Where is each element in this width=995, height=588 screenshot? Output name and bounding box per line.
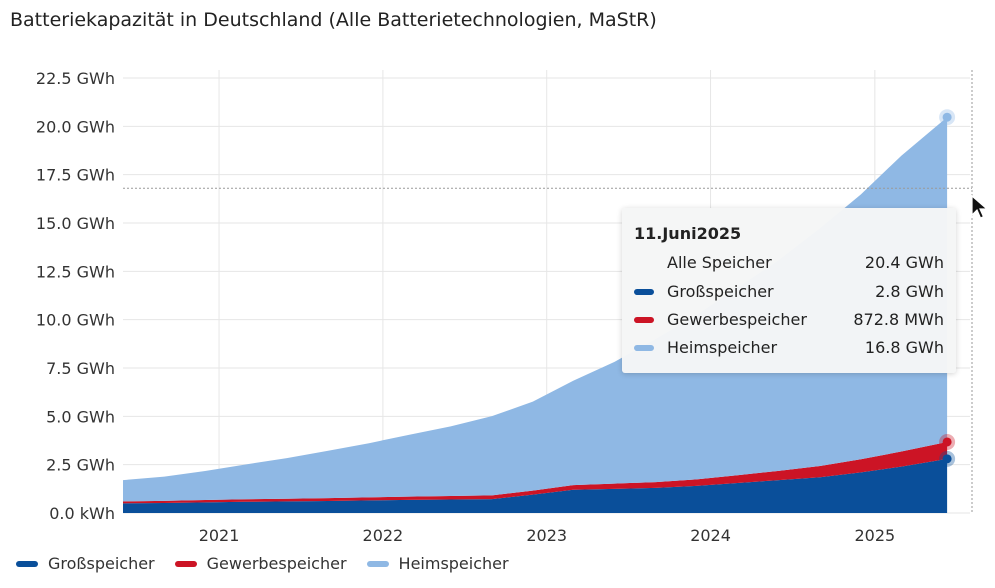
x-tick-label: 2024 [690,526,731,545]
tooltip-value: 20.4 GWh [864,253,944,272]
y-tick-label: 10.0 GWh [36,311,115,330]
y-tick-label: 15.0 GWh [36,214,115,233]
x-tick-label: 2021 [199,526,240,545]
tooltip-label: Heimspeicher [667,338,778,357]
tooltip-label: Gewerbespeicher [667,310,807,329]
legend-swatch [174,560,197,567]
hover-point [942,112,952,122]
y-tick-label: 22.5 GWh [36,69,115,88]
tooltip-label: Alle Speicher [667,253,772,272]
legend-swatch [16,560,38,567]
y-tick-label: 17.5 GWh [36,166,115,185]
tooltip-row-gewerbespeicher: Gewerbespeicher 872.8 MWh [634,310,944,329]
tooltip-swatch-gewerbespeicher [634,316,654,323]
area-series-1 [123,458,948,513]
mouse-cursor-icon [971,195,989,219]
y-tick-label: 7.5 GWh [46,359,115,378]
tooltip-swatch-heimspeicher [634,344,654,351]
y-tick-label: 12.5 GWh [36,262,115,281]
chart-tooltip: 11.Juni2025 Alle Speicher 20.4 GWh Großs… [622,208,956,373]
legend-label: Großspeicher [48,554,155,573]
hover-point [942,437,952,447]
y-tick-label: 0.0 kWh [49,504,115,523]
tooltip-value: 16.8 GWh [864,338,944,357]
chart-legend: Großspeicher Gewerbespeicher Heimspeiche… [16,554,529,573]
chart-title: Batteriekapazität in Deutschland (Alle B… [10,9,657,31]
legend-item-heimspeicher[interactable]: Heimspeicher [366,554,509,573]
tooltip-value: 2.8 GWh [875,282,944,301]
legend-label: Gewerbespeicher [206,554,347,573]
y-tick-label: 20.0 GWh [36,117,115,136]
x-tick-label: 2022 [363,526,404,545]
legend-item-grossspeicher[interactable]: Großspeicher [16,554,155,573]
y-tick-label: 2.5 GWh [46,456,115,475]
area-series-2 [123,441,948,504]
hover-point [942,454,952,464]
tooltip-date: 11.Juni2025 [634,224,742,243]
legend-label: Heimspeicher [398,554,509,573]
x-tick-label: 2023 [526,526,567,545]
legend-swatch [366,560,389,567]
x-tick-label: 2025 [854,526,895,545]
tooltip-swatch-total [634,260,654,266]
area-series-3 [123,117,948,502]
tooltip-row-grossspeicher: Großspeicher 2.8 GWh [634,282,944,301]
tooltip-row-total: Alle Speicher 20.4 GWh [634,253,944,272]
tooltip-value: 872.8 MWh [853,310,944,329]
tooltip-row-heimspeicher: Heimspeicher 16.8 GWh [634,338,944,357]
y-tick-label: 5.0 GWh [46,407,115,426]
legend-item-gewerbespeicher[interactable]: Gewerbespeicher [174,554,347,573]
tooltip-label: Großspeicher [667,282,774,301]
tooltip-swatch-grossspeicher [634,288,654,295]
